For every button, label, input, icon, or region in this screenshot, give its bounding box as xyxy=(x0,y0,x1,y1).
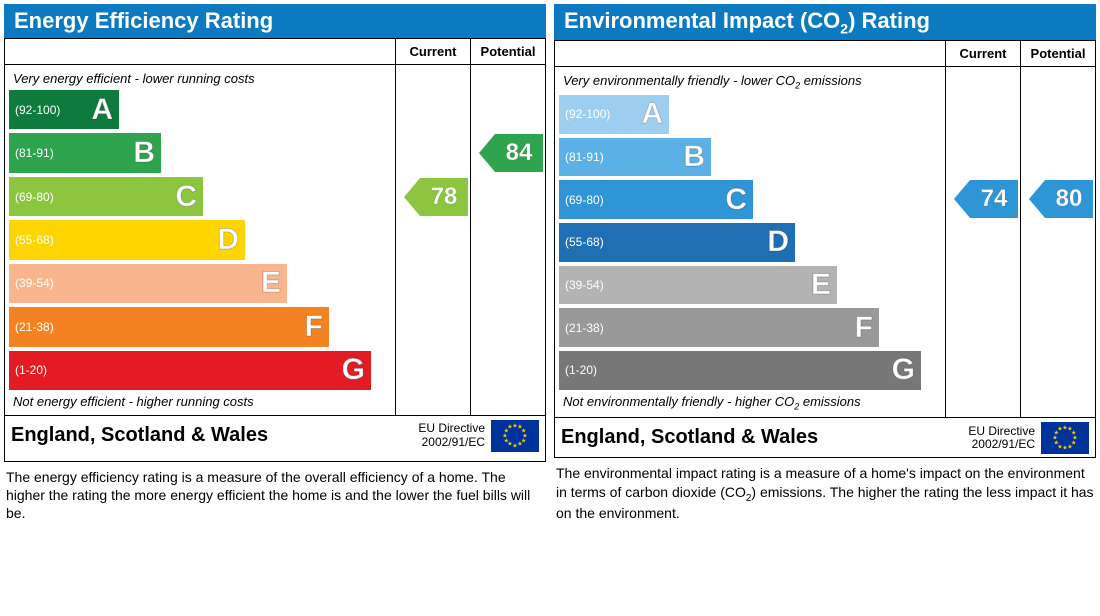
band-A: (92-100) A xyxy=(9,90,119,129)
panel-environmental: Environmental Impact (CO2) Rating Curren… xyxy=(554,4,1096,529)
bands-col: Very energy efficient - lower running co… xyxy=(5,65,395,415)
current-col: 74 xyxy=(945,67,1020,417)
bands-col: Very environmentally friendly - lower CO… xyxy=(555,67,945,417)
band-letter: D xyxy=(217,223,239,257)
band-range: (69-80) xyxy=(559,193,604,207)
top-caption: Very environmentally friendly - lower CO… xyxy=(559,71,945,93)
current-pointer: 78 xyxy=(404,178,468,216)
band-G: (1-20) G xyxy=(559,351,921,390)
col-potential-head: Potential xyxy=(470,39,545,64)
current-pointer: 74 xyxy=(954,180,1018,218)
col-potential-head: Potential xyxy=(1020,41,1095,66)
band-letter: B xyxy=(683,140,705,174)
panel-title: Energy Efficiency Rating xyxy=(4,4,546,38)
band-range: (55-68) xyxy=(9,233,54,247)
band-range: (92-100) xyxy=(559,107,610,121)
bottom-caption: Not environmentally friendly - higher CO… xyxy=(559,392,945,414)
band-range: (55-68) xyxy=(559,235,604,249)
header-row: Current Potential xyxy=(5,39,545,65)
band-F: (21-38) F xyxy=(559,308,879,347)
band-letter: G xyxy=(342,353,365,387)
band-letter: C xyxy=(725,183,747,217)
top-caption: Very energy efficient - lower running co… xyxy=(9,69,395,88)
band-letter: E xyxy=(261,266,281,300)
region: England, Scotland & Wales xyxy=(11,424,418,447)
col-current-head: Current xyxy=(395,39,470,64)
directive: EU Directive2002/91/EC xyxy=(418,422,485,448)
bottom-caption: Not energy efficient - higher running co… xyxy=(9,392,395,411)
region: England, Scotland & Wales xyxy=(561,426,968,449)
band-D: (55-68) D xyxy=(559,223,795,262)
header-row: Current Potential xyxy=(555,41,1095,67)
directive: EU Directive2002/91/EC xyxy=(968,425,1035,451)
band-letter: D xyxy=(767,225,789,259)
band-letter: F xyxy=(855,311,873,345)
band-D: (55-68) D xyxy=(9,220,245,259)
band-range: (1-20) xyxy=(559,363,597,377)
chart-box: Current Potential Very environmentally f… xyxy=(554,40,1096,458)
band-G: (1-20) G xyxy=(9,351,371,390)
band-range: (69-80) xyxy=(9,190,54,204)
band-range: (39-54) xyxy=(559,278,604,292)
band-B: (81-91) B xyxy=(559,138,711,177)
band-range: (1-20) xyxy=(9,363,47,377)
band-B: (81-91) B xyxy=(9,133,161,172)
body-row: Very energy efficient - lower running co… xyxy=(5,65,545,415)
panel-energy: Energy Efficiency Rating Current Potenti… xyxy=(4,4,546,529)
eu-flag-icon: ★★★★★★★★★★★★ xyxy=(1041,422,1089,454)
band-E: (39-54) E xyxy=(9,264,287,303)
band-C: (69-80) C xyxy=(559,180,753,219)
band-letter: C xyxy=(175,180,197,214)
current-col: 78 xyxy=(395,65,470,415)
band-letter: F xyxy=(305,310,323,344)
band-range: (92-100) xyxy=(9,103,60,117)
eu-flag-icon: ★★★★★★★★★★★★ xyxy=(491,420,539,452)
band-range: (81-91) xyxy=(559,150,604,164)
footer-row: England, Scotland & Wales EU Directive20… xyxy=(555,417,1095,457)
band-E: (39-54) E xyxy=(559,266,837,305)
band-range: (81-91) xyxy=(9,146,54,160)
band-C: (69-80) C xyxy=(9,177,203,216)
body-row: Very environmentally friendly - lower CO… xyxy=(555,67,1095,417)
potential-pointer: 84 xyxy=(479,134,543,172)
band-A: (92-100) A xyxy=(559,95,669,134)
chart-box: Current Potential Very energy efficient … xyxy=(4,38,546,462)
band-letter: G xyxy=(892,353,915,387)
col-current-head: Current xyxy=(945,41,1020,66)
band-F: (21-38) F xyxy=(9,307,329,346)
potential-col: 84 xyxy=(470,65,545,415)
potential-pointer: 80 xyxy=(1029,180,1093,218)
potential-col: 80 xyxy=(1020,67,1095,417)
band-letter: A xyxy=(91,93,113,127)
description: The energy efficiency rating is a measur… xyxy=(4,462,546,529)
panel-title: Environmental Impact (CO2) Rating xyxy=(554,4,1096,40)
band-letter: A xyxy=(641,97,663,131)
band-range: (21-38) xyxy=(559,321,604,335)
band-letter: E xyxy=(811,268,831,302)
band-range: (21-38) xyxy=(9,320,54,334)
footer-row: England, Scotland & Wales EU Directive20… xyxy=(5,415,545,455)
description: The environmental impact rating is a mea… xyxy=(554,458,1096,528)
band-range: (39-54) xyxy=(9,276,54,290)
band-letter: B xyxy=(133,136,155,170)
